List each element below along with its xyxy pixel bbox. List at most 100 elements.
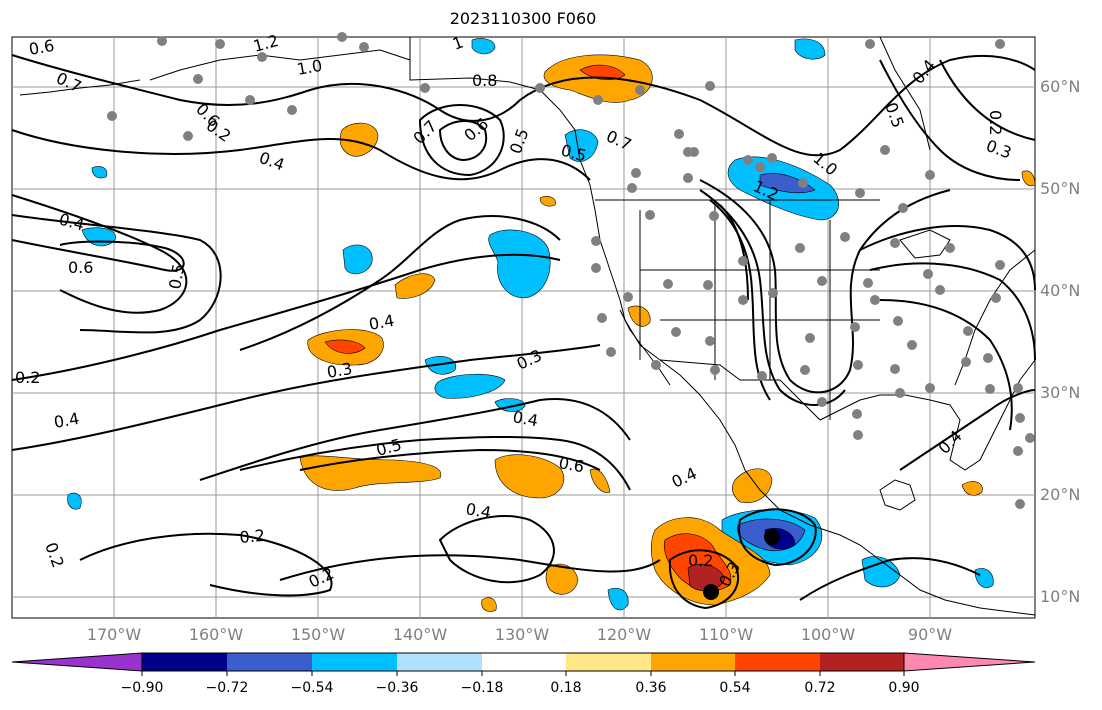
station-dot <box>798 178 808 188</box>
negative-anomaly-small8 <box>607 587 629 611</box>
lon-label: 90°W <box>907 625 953 644</box>
station-dot <box>703 280 713 290</box>
colorbar-tick-label: −0.36 <box>375 680 419 696</box>
contour-0.3-south <box>11 344 601 451</box>
colorbar-seg <box>566 653 651 671</box>
station-dot <box>287 105 297 115</box>
lon-label: 120°W <box>596 625 652 644</box>
station-dot <box>1025 433 1035 443</box>
contour-0.4-west <box>11 194 188 314</box>
station-dot <box>880 145 890 155</box>
colorbar-extend-left <box>11 652 143 672</box>
colorbar-seg <box>735 653 820 671</box>
station-dot <box>651 360 661 370</box>
station-dot <box>800 365 810 375</box>
station-dot <box>890 238 900 248</box>
lon-label: 110°W <box>698 625 754 644</box>
station-dot <box>193 74 203 84</box>
contour-0.4-lower <box>438 515 555 584</box>
north-america-west-coast <box>409 37 1036 616</box>
station-dot <box>767 153 777 163</box>
contour-0.2-se <box>799 557 981 601</box>
contour-trough-3 <box>709 199 771 401</box>
station-dot <box>663 279 673 289</box>
contour-trough-4 <box>719 204 749 301</box>
station-dot <box>855 188 865 198</box>
station-dot <box>925 383 935 393</box>
colorbar-tick-label: 0.72 <box>804 680 836 696</box>
lat-label: 40°N <box>1040 281 1081 300</box>
station-dot <box>359 42 369 52</box>
station-dot <box>853 360 863 370</box>
station-dot <box>535 83 545 93</box>
positive-anomaly-small2 <box>394 273 436 299</box>
contour-label: 0.2 <box>15 368 40 387</box>
yucatan <box>879 479 916 511</box>
positive-anomaly-epac-core <box>687 563 726 591</box>
station-dot <box>597 313 607 323</box>
positive-anomaly-small10 <box>1021 170 1036 187</box>
station-dot <box>852 409 862 419</box>
contour-0.3-mid <box>11 253 561 381</box>
station-dot <box>215 39 225 49</box>
contour-label: 0.4 <box>52 409 80 432</box>
colorbar-seg <box>820 653 904 671</box>
great-lakes <box>899 229 951 259</box>
colorbar-tick-label: −0.18 <box>460 680 504 696</box>
contour-label: 0.8 <box>472 71 497 90</box>
positive-anomaly-mid-pacific-core <box>324 339 366 354</box>
contour-label: 0.4 <box>511 407 539 430</box>
contour-label: 0.6 <box>557 453 585 476</box>
contour-label: 0.4 <box>367 311 395 334</box>
station-dot <box>817 276 827 286</box>
positive-anomaly-small9 <box>539 196 556 207</box>
contour-0.5-ne <box>879 59 1021 181</box>
positive-anomaly-baja <box>627 305 651 327</box>
contour-0.6-west <box>11 239 185 272</box>
colorbar-tick-label: −0.72 <box>205 680 249 696</box>
station-dot <box>645 210 655 220</box>
station-dot <box>1015 413 1025 423</box>
contour-0.6-north <box>11 54 1036 157</box>
colorbar-tick-label: 0.90 <box>888 680 920 696</box>
contour-0.6-south <box>299 448 601 471</box>
station-dot <box>850 322 860 332</box>
station-dot <box>674 129 684 139</box>
station-dot <box>757 371 767 381</box>
negative-anomaly-small4 <box>434 373 506 399</box>
station-dot <box>631 168 641 178</box>
station-dot <box>627 183 637 193</box>
negative-anomaly-small3 <box>424 356 457 375</box>
station-dot <box>923 269 933 279</box>
station-dot <box>945 243 955 253</box>
contour-label: 0.5 <box>165 262 188 290</box>
us-mexico-border <box>659 359 821 421</box>
highlight-dots <box>703 529 780 600</box>
station-dot <box>671 327 681 337</box>
alaska-coast <box>149 49 411 81</box>
contour-label: 0.6 <box>27 36 55 59</box>
contour-0.4-se <box>899 389 1036 471</box>
station-dot <box>863 278 873 288</box>
positive-anomaly-gulf-alaska <box>339 122 379 157</box>
negative-anomaly-small1 <box>342 244 373 275</box>
contour-east-1 <box>859 225 1036 291</box>
station-dot <box>709 211 719 221</box>
contour-0.4-north <box>11 129 591 181</box>
station-dot <box>925 170 935 180</box>
station-dot <box>157 36 167 46</box>
contour-0.2-mid <box>239 215 561 351</box>
station-dot <box>623 292 633 302</box>
contour-label: 0.2 <box>986 110 1005 135</box>
lat-label: 60°N <box>1040 77 1081 96</box>
station-dot <box>985 384 995 394</box>
highlight-dot <box>764 529 780 545</box>
contour-label: 1.0 <box>295 56 323 79</box>
station-dot <box>895 388 905 398</box>
contour-0.3-ne <box>939 59 1036 141</box>
station-dot <box>893 316 903 326</box>
contour-alaska-low-inner <box>438 120 488 162</box>
gulf-of-mexico-coast <box>819 359 1036 471</box>
station-dot <box>898 203 908 213</box>
